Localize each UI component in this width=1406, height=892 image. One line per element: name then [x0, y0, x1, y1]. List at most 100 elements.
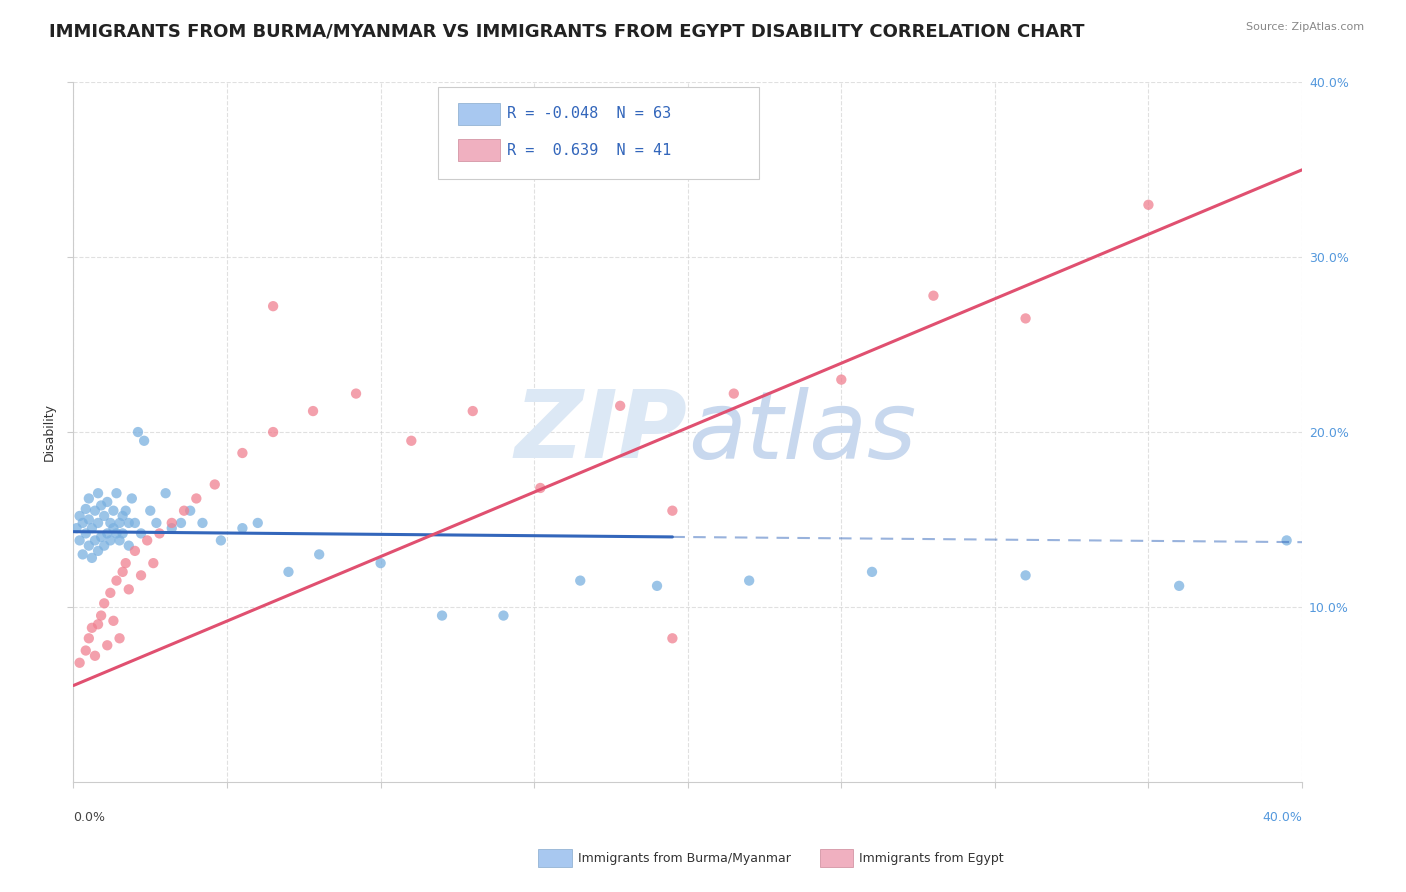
Point — [209, 533, 232, 548]
Point — [661, 632, 683, 646]
Point — [98, 533, 121, 548]
Point — [69, 656, 91, 670]
Point — [1137, 198, 1160, 212]
Point — [75, 526, 97, 541]
Point — [77, 512, 100, 526]
Point — [105, 486, 128, 500]
Point — [96, 526, 118, 541]
Point — [72, 516, 94, 530]
Point — [87, 516, 110, 530]
Point — [529, 481, 551, 495]
Point — [723, 386, 745, 401]
Point — [569, 574, 592, 588]
Point — [93, 596, 115, 610]
Point — [69, 508, 91, 523]
Point — [80, 521, 103, 535]
Point — [98, 516, 121, 530]
Point — [127, 425, 149, 439]
Point — [1014, 568, 1036, 582]
Point — [302, 404, 325, 418]
Point — [90, 530, 112, 544]
Point — [661, 504, 683, 518]
Point — [922, 288, 945, 302]
Point — [186, 491, 208, 506]
Point — [262, 425, 284, 439]
Y-axis label: Disability: Disability — [44, 403, 56, 461]
Point — [84, 533, 107, 548]
Point — [111, 565, 134, 579]
Point — [738, 574, 761, 588]
Point — [75, 643, 97, 657]
Point — [160, 521, 183, 535]
Point — [77, 539, 100, 553]
Text: 0.0%: 0.0% — [73, 811, 105, 824]
Point — [105, 574, 128, 588]
Point — [231, 446, 253, 460]
Point — [121, 491, 143, 506]
Point — [204, 477, 226, 491]
Point — [139, 504, 162, 518]
FancyBboxPatch shape — [458, 139, 499, 161]
Point — [118, 582, 141, 597]
Point — [87, 617, 110, 632]
Point — [246, 516, 269, 530]
FancyBboxPatch shape — [439, 87, 759, 179]
Point — [108, 632, 131, 646]
Point — [98, 586, 121, 600]
Point — [93, 508, 115, 523]
Point — [645, 579, 668, 593]
Point — [262, 299, 284, 313]
Text: ZIP: ZIP — [515, 386, 688, 478]
Point — [129, 526, 152, 541]
Point — [430, 608, 453, 623]
Point — [80, 621, 103, 635]
Point — [75, 502, 97, 516]
Point — [191, 516, 214, 530]
Point — [155, 486, 177, 500]
Point — [609, 399, 631, 413]
Point — [830, 373, 852, 387]
Point — [96, 495, 118, 509]
Point — [105, 526, 128, 541]
Point — [148, 526, 170, 541]
Point — [118, 539, 141, 553]
Point — [461, 404, 484, 418]
Point — [179, 504, 201, 518]
Point — [136, 533, 159, 548]
Point — [1014, 311, 1036, 326]
Point — [114, 556, 136, 570]
Point — [492, 608, 515, 623]
Text: R =  0.639  N = 41: R = 0.639 N = 41 — [508, 143, 672, 158]
Point — [173, 504, 195, 518]
Point — [80, 550, 103, 565]
Point — [231, 521, 253, 535]
Point — [1168, 579, 1191, 593]
Point — [170, 516, 193, 530]
Point — [118, 516, 141, 530]
Point — [277, 565, 299, 579]
Point — [401, 434, 423, 448]
Point — [108, 516, 131, 530]
Point — [114, 504, 136, 518]
Point — [134, 434, 156, 448]
Point — [308, 548, 330, 562]
Point — [860, 565, 883, 579]
Text: IMMIGRANTS FROM BURMA/MYANMAR VS IMMIGRANTS FROM EGYPT DISABILITY CORRELATION CH: IMMIGRANTS FROM BURMA/MYANMAR VS IMMIGRA… — [49, 22, 1084, 40]
Text: Immigrants from Burma/Myanmar: Immigrants from Burma/Myanmar — [578, 852, 790, 864]
Point — [96, 638, 118, 652]
Point — [1275, 533, 1298, 548]
Point — [108, 533, 131, 548]
Point — [103, 504, 125, 518]
Text: Source: ZipAtlas.com: Source: ZipAtlas.com — [1246, 22, 1364, 32]
Point — [142, 556, 165, 570]
Point — [84, 648, 107, 663]
Point — [103, 614, 125, 628]
Point — [72, 548, 94, 562]
FancyBboxPatch shape — [458, 103, 499, 125]
Point — [90, 608, 112, 623]
Point — [87, 544, 110, 558]
Text: R = -0.048  N = 63: R = -0.048 N = 63 — [508, 106, 672, 121]
Point — [124, 516, 146, 530]
Point — [103, 521, 125, 535]
Point — [84, 504, 107, 518]
